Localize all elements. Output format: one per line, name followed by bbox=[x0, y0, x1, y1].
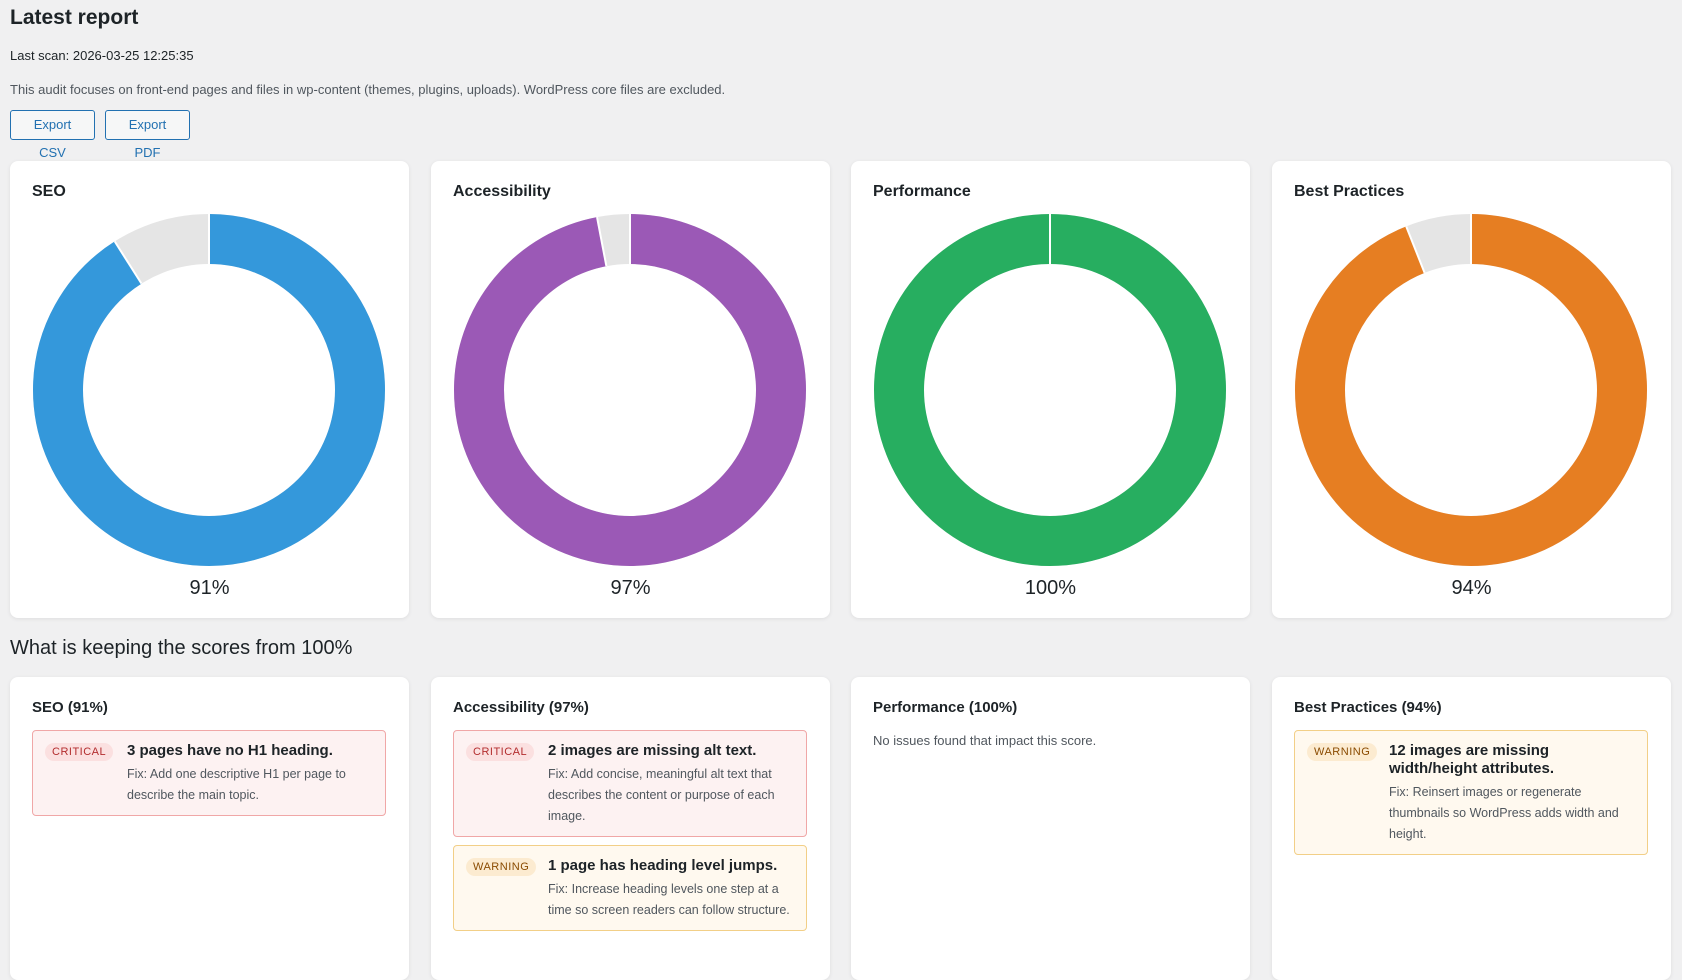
issues-card-title: Accessibility (97%) bbox=[453, 699, 589, 716]
score-card-best-practices: Best Practices 94% bbox=[1272, 161, 1671, 618]
issues-card-best-practices: Best Practices (94%) WARNING 12 images ar… bbox=[1272, 677, 1671, 980]
score-card-performance: Performance 100% bbox=[851, 161, 1250, 618]
last-scan-timestamp: Last scan: 2026-03-25 12:25:35 bbox=[10, 48, 194, 63]
warning-badge: WARNING bbox=[466, 858, 537, 876]
score-card-title: SEO bbox=[32, 183, 66, 200]
issue-title: 1 page has heading level jumps. bbox=[548, 857, 778, 874]
donut-score-segment bbox=[454, 214, 806, 566]
score-value: 100% bbox=[1024, 577, 1077, 599]
issues-card-title: SEO (91%) bbox=[32, 699, 108, 716]
score-value: 94% bbox=[1451, 577, 1492, 599]
issue-item: CRITICAL 3 pages have no H1 heading. Fix: … bbox=[32, 730, 386, 816]
issues-section-heading: What is keeping the scores from 100% bbox=[10, 637, 353, 659]
issue-fix: Fix: Add concise, meaningful alt text th… bbox=[548, 767, 775, 823]
issue-list: CRITICAL 2 images are missing alt text. Fi… bbox=[453, 730, 807, 939]
page-title: Latest report bbox=[10, 6, 139, 29]
donut-segment-divider bbox=[113, 240, 143, 285]
issue-fix: Fix: Add one descriptive H1 per page to … bbox=[127, 767, 346, 802]
performance-donut-chart bbox=[874, 214, 1226, 566]
score-card-title: Performance bbox=[873, 183, 971, 200]
accessibility-donut-chart bbox=[454, 214, 806, 566]
score-value: 91% bbox=[189, 577, 230, 599]
score-value: 97% bbox=[610, 577, 651, 599]
warning-badge: WARNING bbox=[1307, 743, 1378, 761]
score-card-title: Accessibility bbox=[453, 183, 551, 200]
donut-segment-divider bbox=[596, 216, 608, 267]
donut-score-segment bbox=[1295, 214, 1647, 566]
issues-card-seo: SEO (91%) CRITICAL 3 pages have no H1 hea… bbox=[10, 677, 409, 980]
issue-title: 2 images are missing alt text. bbox=[548, 742, 757, 759]
issues-card-performance: Performance (100%) No issues found that … bbox=[851, 677, 1250, 980]
export-csv-button[interactable]: Export CSV bbox=[10, 110, 95, 160]
no-issues-message: No issues found that impact this score. bbox=[873, 733, 1097, 748]
donut-segment-divider bbox=[1405, 225, 1426, 274]
issue-title: 3 pages have no H1 heading. bbox=[127, 742, 333, 759]
donut-score-segment bbox=[33, 214, 385, 566]
issue-list: WARNING 12 images are missing width/heigh… bbox=[1294, 730, 1648, 863]
issue-list: CRITICAL 3 pages have no H1 heading. Fix: … bbox=[32, 730, 386, 824]
issue-title: 12 images are missing width/height attri… bbox=[1389, 742, 1554, 777]
seo-donut-chart bbox=[33, 214, 385, 566]
issues-card-title: Best Practices (94%) bbox=[1294, 699, 1442, 716]
issue-item: WARNING 12 images are missing width/heigh… bbox=[1294, 730, 1648, 855]
score-card-title: Best Practices bbox=[1294, 183, 1405, 200]
critical-badge: CRITICAL bbox=[45, 743, 114, 761]
issue-fix: Fix: Increase heading levels one step at… bbox=[548, 882, 790, 917]
audit-description: This audit focuses on front-end pages an… bbox=[10, 82, 726, 97]
issues-card-title: Performance (100%) bbox=[873, 699, 1018, 716]
score-card-accessibility: Accessibility 97% bbox=[431, 161, 830, 618]
issue-item: WARNING 1 page has heading level jumps. Fi… bbox=[453, 845, 807, 931]
best-practices-donut-chart bbox=[1295, 214, 1647, 566]
score-card-seo: SEO 91% bbox=[10, 161, 409, 618]
critical-badge: CRITICAL bbox=[466, 743, 535, 761]
donut-score-segment bbox=[874, 214, 1226, 566]
issue-item: CRITICAL 2 images are missing alt text. Fi… bbox=[453, 730, 807, 837]
issue-fix: Fix: Reinsert images or regenerate thumb… bbox=[1389, 785, 1619, 841]
export-pdf-button[interactable]: Export PDF bbox=[105, 110, 190, 160]
issues-card-accessibility: Accessibility (97%) CRITICAL 2 images are… bbox=[431, 677, 830, 980]
